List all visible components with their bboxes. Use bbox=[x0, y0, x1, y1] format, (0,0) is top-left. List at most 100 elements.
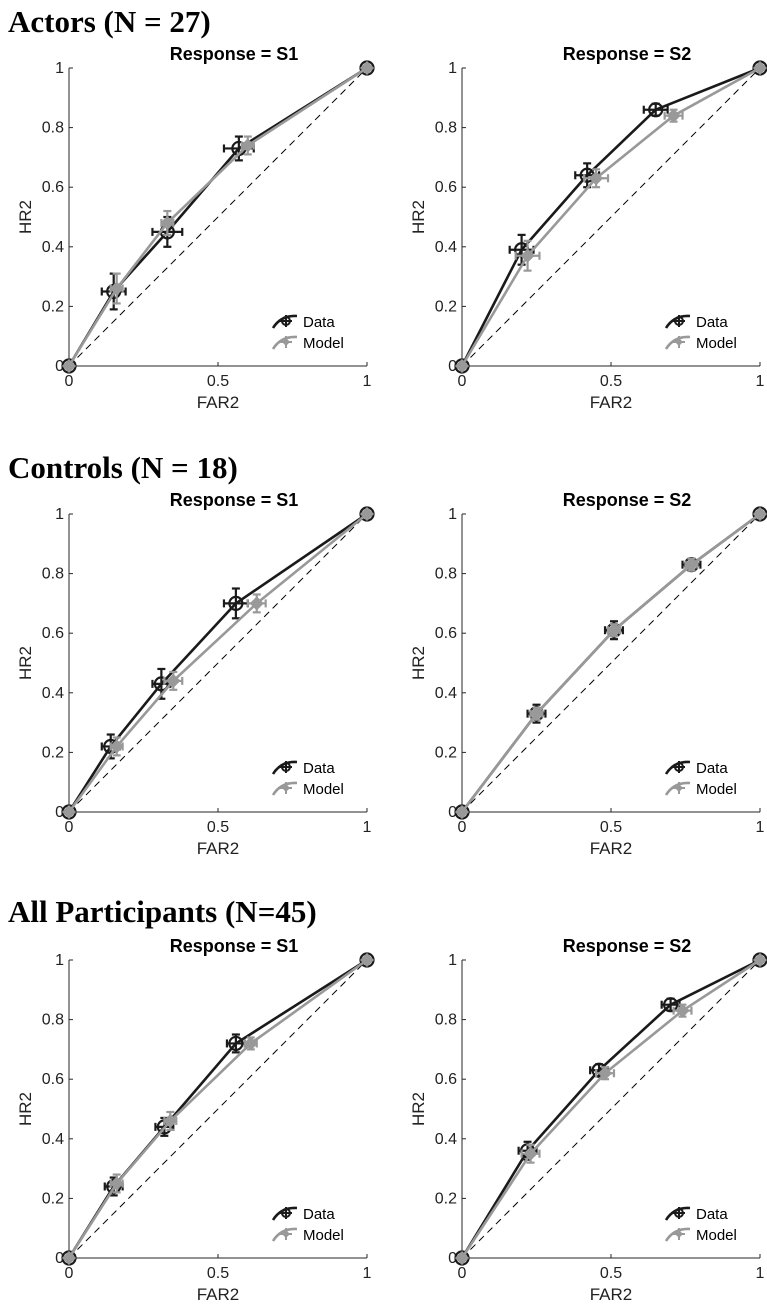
model-marker bbox=[359, 60, 375, 76]
x-tick-label: 1 bbox=[756, 373, 765, 390]
x-axis-label: FAR2 bbox=[197, 393, 240, 412]
data-point bbox=[160, 209, 175, 236]
panel-title: Response = S1 bbox=[170, 490, 299, 510]
legend-label: Model bbox=[696, 781, 737, 798]
model-marker bbox=[752, 506, 767, 522]
y-tick-label: 0.4 bbox=[42, 239, 64, 256]
legend-label: Model bbox=[696, 1227, 737, 1244]
x-tick-label: 0 bbox=[65, 1265, 74, 1282]
model-marker bbox=[454, 358, 470, 374]
data-point bbox=[359, 60, 375, 76]
data-point bbox=[660, 997, 681, 1013]
y-tick-label: 0.2 bbox=[435, 298, 457, 315]
group-title-controls: Controls (N = 18) bbox=[8, 450, 238, 485]
legend: Data Model bbox=[664, 314, 737, 352]
legend: Data Model bbox=[271, 314, 344, 352]
y-axis-label: HR2 bbox=[409, 646, 428, 680]
legend-item-model: Model bbox=[664, 335, 737, 352]
data-point bbox=[61, 1250, 77, 1266]
y-tick-label: 1 bbox=[448, 506, 457, 523]
y-tick-label: 0.6 bbox=[42, 179, 64, 196]
legend-label: Data bbox=[696, 314, 728, 331]
x-axis-label: FAR2 bbox=[590, 1285, 633, 1304]
y-tick-label: 0.2 bbox=[42, 298, 64, 315]
group-title-all-participants: All Participants (N=45) bbox=[8, 894, 317, 929]
y-tick-label: 1 bbox=[55, 952, 64, 969]
y-tick-label: 0.2 bbox=[435, 1190, 457, 1207]
y-tick-label: 0 bbox=[55, 1250, 64, 1267]
y-tick-label: 0.4 bbox=[435, 239, 457, 256]
y-tick-label: 0.2 bbox=[435, 744, 457, 761]
panels: Response = S1 0 0.2 0.4 0.6 0.8 1 0 0.5 1 FAR2 HR2 D… bbox=[16, 44, 767, 1304]
legend-item-data: Data bbox=[664, 1206, 728, 1223]
legend-label: Data bbox=[696, 760, 728, 777]
legend-marker bbox=[674, 762, 684, 772]
x-tick-label: 0.5 bbox=[600, 819, 622, 836]
model-marker bbox=[666, 108, 681, 123]
data-point bbox=[163, 670, 184, 691]
model-marker bbox=[160, 215, 175, 231]
legend-marker bbox=[675, 784, 683, 792]
y-tick-label: 0.8 bbox=[42, 1012, 64, 1029]
model-marker bbox=[109, 281, 124, 296]
legend-label: Data bbox=[696, 1206, 728, 1223]
data-point bbox=[109, 736, 124, 757]
legend-line bbox=[664, 335, 691, 350]
model-marker bbox=[529, 706, 544, 721]
x-tick-label: 1 bbox=[363, 819, 372, 836]
y-tick-label: 0 bbox=[55, 358, 64, 375]
data-point bbox=[606, 623, 622, 638]
legend: Data Model bbox=[664, 1206, 737, 1244]
x-tick-label: 1 bbox=[363, 1265, 372, 1282]
legend: Data Model bbox=[664, 760, 737, 798]
legend-item-model: Model bbox=[271, 335, 344, 352]
data-point bbox=[359, 506, 375, 522]
y-tick-label: 0 bbox=[55, 804, 64, 821]
chance-diagonal bbox=[68, 959, 368, 1259]
x-tick-label: 1 bbox=[756, 819, 765, 836]
legend-label: Data bbox=[303, 760, 335, 777]
y-axis-label: HR2 bbox=[409, 200, 428, 234]
data-point bbox=[454, 804, 470, 820]
model-marker bbox=[166, 673, 181, 688]
data-point bbox=[163, 1110, 178, 1131]
model-marker bbox=[109, 1176, 124, 1191]
legend-line bbox=[664, 1227, 691, 1242]
legend-marker bbox=[675, 1230, 683, 1238]
data-point bbox=[240, 135, 255, 156]
model-marker bbox=[597, 1066, 613, 1081]
x-tick-label: 0.5 bbox=[207, 1265, 229, 1282]
model-marker bbox=[240, 138, 255, 153]
roc-panel-3: Response = S1 0 0.2 0.4 0.6 0.8 1 0 0.5 1 FAR2 HR2 D… bbox=[16, 490, 375, 858]
legend-marker bbox=[674, 316, 684, 326]
model-marker bbox=[454, 1250, 470, 1266]
y-tick-label: 0.8 bbox=[435, 566, 457, 583]
data-point bbox=[594, 1066, 616, 1081]
model-marker bbox=[61, 804, 77, 820]
x-tick-label: 0 bbox=[458, 819, 467, 836]
legend-label: Model bbox=[303, 781, 344, 798]
model-marker bbox=[243, 1036, 258, 1051]
legend: Data Model bbox=[271, 760, 344, 798]
x-axis-label: FAR2 bbox=[197, 839, 240, 858]
y-axis-label: HR2 bbox=[16, 1092, 35, 1126]
y-tick-label: 0.6 bbox=[435, 1071, 457, 1088]
y-tick-label: 1 bbox=[448, 952, 457, 969]
y-tick-label: 0.6 bbox=[42, 1071, 64, 1088]
x-tick-label: 1 bbox=[363, 373, 372, 390]
legend-line bbox=[271, 1227, 298, 1242]
data-point bbox=[61, 804, 77, 820]
model-marker bbox=[163, 1113, 178, 1128]
panel-title: Response = S2 bbox=[563, 936, 692, 956]
y-tick-label: 0.8 bbox=[42, 566, 64, 583]
data-marker bbox=[153, 676, 169, 692]
y-axis-label: HR2 bbox=[409, 1092, 428, 1126]
legend-item-model: Model bbox=[664, 1227, 737, 1244]
roc-panel-2: Response = S2 0 0.2 0.4 0.6 0.8 1 0 0.5 1 FAR2 HR2 D… bbox=[409, 44, 767, 412]
model-marker bbox=[249, 596, 264, 611]
model-marker bbox=[359, 952, 375, 968]
series-model bbox=[454, 60, 767, 374]
legend-marker bbox=[281, 762, 291, 772]
x-tick-label: 0 bbox=[458, 373, 467, 390]
legend-item-data: Data bbox=[664, 760, 728, 777]
